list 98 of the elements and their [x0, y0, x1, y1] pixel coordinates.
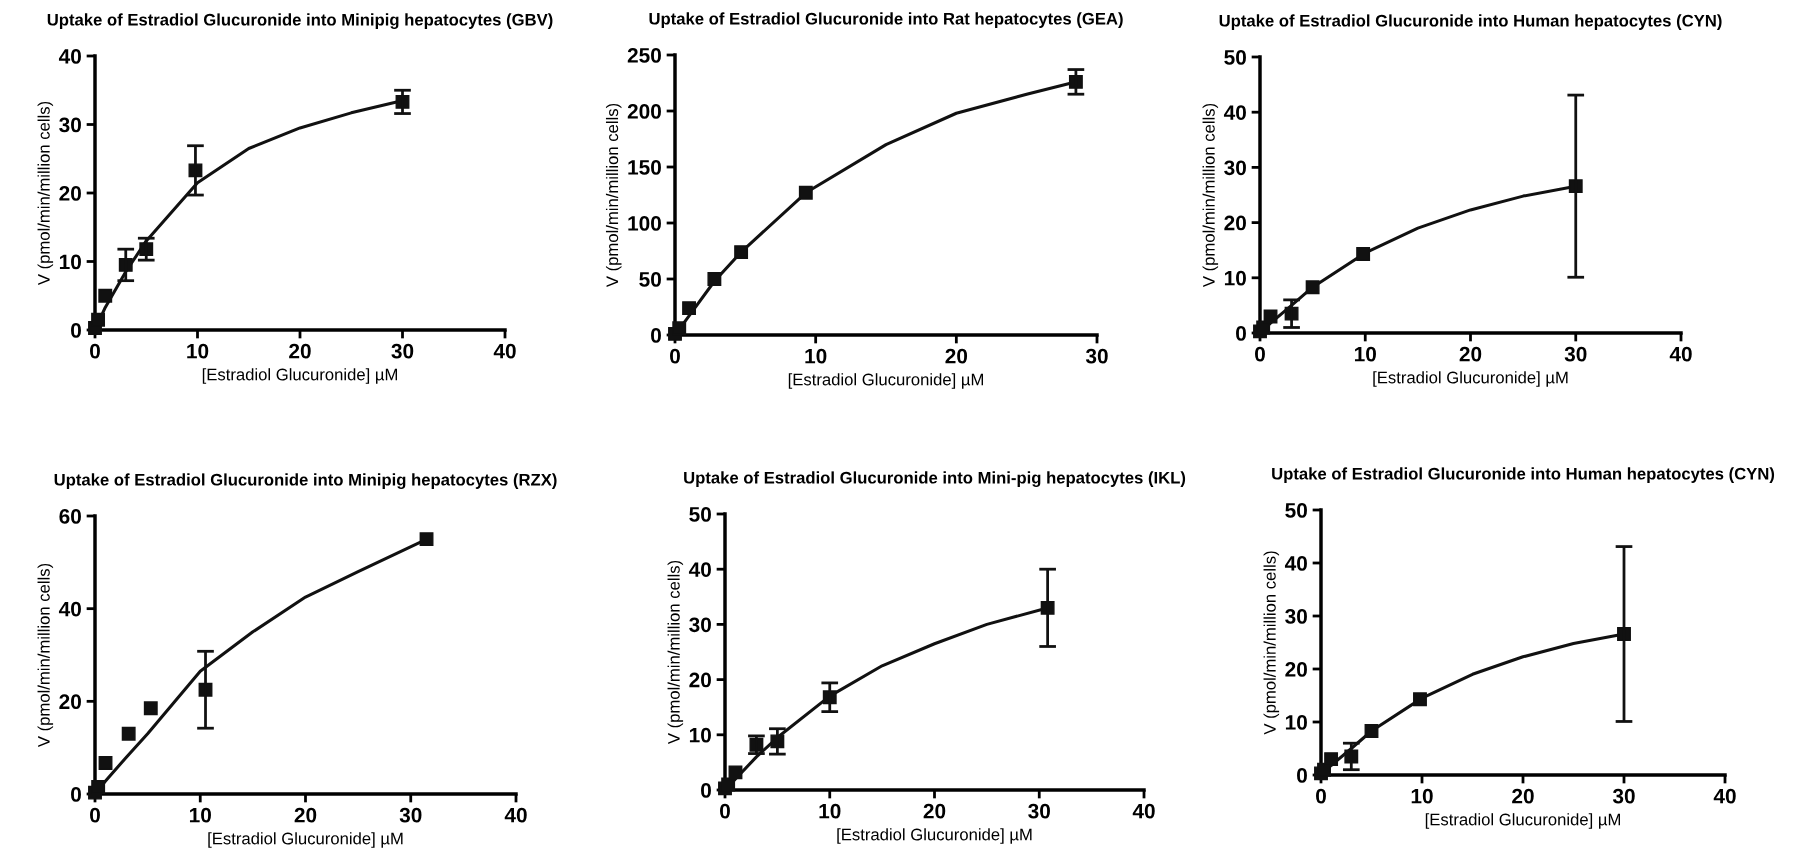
x-tick-label: 40: [1132, 803, 1155, 819]
y-tick-label: 20: [689, 672, 711, 688]
x-tick-label: 10: [187, 343, 209, 359]
y-tick-label: 50: [1224, 50, 1246, 65]
point: [1305, 280, 1320, 295]
y-tick-label: 30: [1224, 160, 1246, 176]
point: [121, 726, 136, 741]
x-axis-title: [Estradiol Glucuronide] µM: [208, 832, 403, 848]
point: [98, 288, 113, 303]
x-axis-title: [Estradiol Glucuronide] µM: [1425, 813, 1620, 829]
x-tick-label: 20: [294, 807, 317, 823]
chart-title: Uptake of Estradiol Glucuronide into Mini-pig hepatocytes (IKL): [684, 471, 1186, 487]
y-tick-label: 20: [59, 694, 81, 710]
x-axis-title: [Estradiol Glucuronide] µM: [1373, 371, 1568, 387]
y-tick-label: 40: [1223, 105, 1246, 120]
y-tick-label: 40: [58, 49, 81, 64]
x-axis-title: [Estradiol Glucuronide] µM: [837, 828, 1032, 844]
y-tick-label: 30: [1285, 609, 1307, 624]
point: [1364, 724, 1379, 738]
x-tick-label: 10: [819, 803, 841, 819]
point: [798, 185, 813, 200]
point: [98, 756, 113, 770]
x-tick-label: 0: [90, 807, 100, 823]
y-tick-label: 10: [689, 727, 711, 743]
y-tick-label: 20: [1285, 662, 1307, 677]
x-tick-label: 40: [504, 807, 527, 823]
point: [91, 780, 106, 794]
y-tick-label: 20: [1224, 215, 1246, 231]
y-tick-label: 10: [59, 254, 81, 270]
y-tick-label: 200: [627, 104, 661, 119]
x-tick-label: 20: [289, 343, 311, 359]
point: [734, 245, 749, 260]
y-axis-title: V (pmol/min/million cells): [37, 563, 54, 748]
x-tick-label: 40: [1713, 788, 1736, 804]
y-tick-label: 40: [58, 601, 81, 617]
y-tick-label: 20: [59, 186, 81, 201]
x-tick-label: 0: [720, 803, 730, 819]
x-tick-label: 0: [90, 343, 100, 359]
y-tick-label: 50: [689, 507, 711, 522]
y-tick-label: 150: [628, 160, 661, 175]
x-tick-label: 20: [1459, 346, 1482, 362]
chart-title: Uptake of Estradiol Glucuronide into Rat hepatocytes (GEA): [649, 12, 1123, 28]
point: [728, 765, 743, 780]
point: [721, 777, 736, 792]
y-tick-label: 0: [71, 323, 81, 338]
y-axis-title: V (pmol/min/million cells): [1263, 551, 1280, 735]
x-tick-label: 10: [1411, 788, 1433, 804]
y-axis-title: V (pmol/min/million cells): [667, 560, 684, 745]
point: [1324, 752, 1339, 767]
y-tick-label: 30: [689, 617, 711, 633]
x-tick-label: 10: [1354, 346, 1376, 362]
x-tick-label: 0: [670, 348, 680, 364]
x-axis-title: [Estradiol Glucuronide] µM: [202, 368, 397, 384]
x-tick-label: 30: [1612, 788, 1635, 804]
x-tick-label: 30: [399, 807, 422, 823]
y-tick-label: 100: [628, 216, 661, 231]
y-axis-title: V (pmol/min/million cells): [1202, 103, 1219, 288]
x-tick-label: 40: [1669, 346, 1692, 362]
y-axis-title: V (pmol/min/million cells): [605, 103, 622, 288]
x-tick-label: 40: [493, 343, 516, 359]
point: [1263, 309, 1278, 324]
point: [419, 532, 434, 547]
x-tick-label: 20: [923, 803, 946, 819]
x-tick-label: 10: [189, 807, 211, 823]
point: [91, 312, 106, 327]
x-tick-label: 10: [805, 348, 827, 364]
x-tick-label: 30: [1085, 348, 1108, 364]
y-tick-label: 0: [1297, 768, 1307, 783]
y-tick-label: 40: [688, 562, 711, 577]
y-tick-label: 60: [59, 509, 81, 524]
point: [672, 321, 687, 336]
point: [1413, 692, 1427, 707]
chart-title: Uptake of Estradiol Glucuronide into Minipig hepatocytes (GBV): [47, 13, 553, 29]
y-tick-label: 50: [639, 272, 661, 287]
point: [707, 272, 722, 286]
y-tick-label: 30: [59, 117, 81, 133]
x-tick-label: 30: [391, 343, 414, 359]
point: [682, 301, 697, 316]
y-tick-label: 40: [1284, 556, 1307, 571]
chart-title: Uptake of Estradiol Glucuronide into Human hepatocytes (CYN): [1219, 14, 1722, 30]
chart-title: Uptake of Estradiol Glucuronide into Minipig hepatocytes (RZX): [54, 473, 557, 489]
y-tick-label: 0: [651, 328, 661, 343]
x-tick-label: 30: [1028, 803, 1050, 819]
x-tick-label: 20: [1512, 788, 1534, 804]
y-tick-label: 50: [1285, 503, 1307, 518]
point: [1356, 247, 1371, 262]
x-tick-label: 0: [1316, 788, 1326, 804]
y-tick-label: 0: [1236, 326, 1246, 341]
y-tick-label: 10: [1285, 715, 1307, 730]
x-axis-title: [Estradiol Glucuronide] µM: [788, 373, 983, 389]
x-tick-label: 30: [1564, 346, 1587, 362]
y-tick-label: 10: [1224, 270, 1246, 286]
point: [143, 701, 158, 716]
chart-title: Uptake of Estradiol Glucuronide into Human hepatocytes (CYN): [1272, 467, 1775, 483]
y-tick-label: 250: [627, 48, 661, 63]
x-tick-label: 20: [945, 348, 968, 364]
x-tick-label: 0: [1255, 346, 1265, 362]
y-axis-title: V (pmol/min/million cells): [37, 101, 54, 286]
